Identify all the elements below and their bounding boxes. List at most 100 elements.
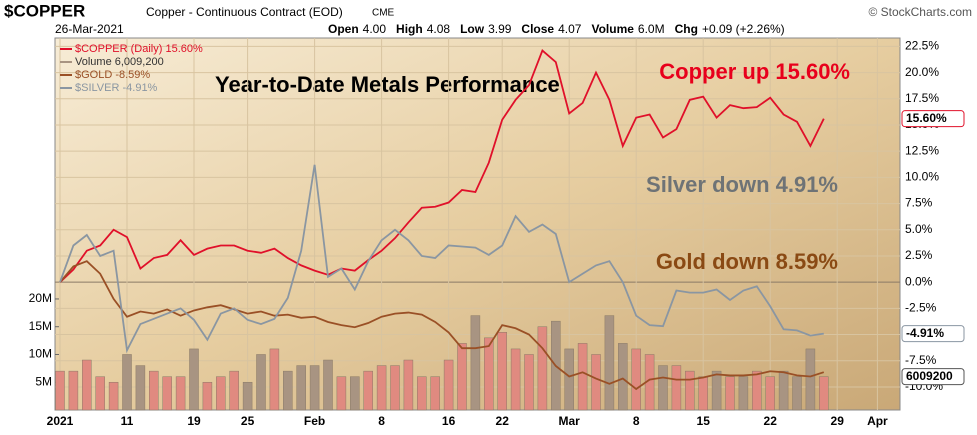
end-label: -4.91%	[906, 326, 944, 340]
volume-bar	[685, 370, 695, 411]
volume-bar	[283, 370, 293, 411]
y-tick-label: 12.5%	[905, 143, 939, 157]
volume-bar	[484, 337, 494, 411]
y2-tick-label: 5M	[35, 374, 52, 388]
volume-bar	[82, 359, 92, 411]
volume-bar	[591, 354, 601, 411]
annotation: Silver down 4.91%	[646, 172, 838, 197]
volume-bar	[202, 381, 213, 411]
y2-tick-label: 10M	[29, 347, 52, 361]
x-tick-label: 25	[241, 414, 255, 428]
y-tick-label: 20.0%	[905, 65, 939, 79]
volume-bar	[738, 376, 749, 411]
x-tick-label: 2021	[47, 414, 74, 428]
x-tick-label: Mar	[559, 414, 581, 428]
volume-bar	[537, 326, 548, 411]
x-tick-label: 22	[496, 414, 510, 428]
volume-bar	[457, 343, 467, 411]
exchange: CME	[372, 8, 395, 19]
x-tick-label: 11	[121, 414, 134, 428]
volume-bar	[711, 370, 722, 411]
legend-label: $COPPER (Daily) 15.60%	[75, 43, 203, 55]
date: 26-Mar-2021	[55, 22, 124, 36]
volume-bar	[765, 376, 775, 411]
stat-label: Close	[521, 22, 554, 36]
stat-value: 3.99	[488, 22, 512, 36]
volume-bar	[510, 348, 521, 411]
volume-bar	[430, 376, 440, 411]
x-tick-label: 19	[187, 414, 201, 428]
volume-bar	[671, 365, 682, 411]
x-tick-label: 16	[442, 414, 456, 428]
volume-bar	[135, 365, 146, 411]
volume-bar	[403, 359, 414, 411]
volume-bar	[229, 370, 239, 411]
volume-bar	[296, 365, 306, 411]
stat-label: Open	[328, 22, 359, 36]
x-tick-label: Feb	[304, 414, 325, 428]
stat-value: +0.09 (+2.26%)	[702, 22, 785, 36]
stat-label: Chg	[675, 22, 698, 36]
annotation: Copper up 15.60%	[659, 59, 850, 84]
stat-value: 4.08	[427, 22, 451, 36]
volume-bar	[122, 354, 132, 411]
stat-label: Volume	[591, 22, 634, 36]
volume-bar	[68, 370, 79, 411]
volume-bar	[350, 376, 360, 411]
series-line	[59, 49, 825, 283]
x-tick-label: 8	[633, 414, 640, 428]
stat-label: Low	[460, 22, 485, 36]
volume-bar	[55, 370, 65, 411]
volume-bar	[778, 370, 789, 411]
x-tick-label: 15	[697, 414, 711, 428]
volume-bar	[497, 332, 507, 411]
legend-label: $GOLD -8.59%	[75, 69, 150, 81]
volume-bar	[269, 348, 280, 411]
y-tick-label: 0.0%	[905, 274, 933, 288]
volume-bar	[618, 343, 628, 411]
volume-bar	[658, 365, 668, 411]
legend-label: Volume 6,009,200	[75, 56, 164, 68]
y-tick-label: 10.0%	[905, 170, 939, 184]
volume-bar	[95, 376, 105, 411]
volume-bar	[216, 376, 226, 411]
y-tick-label: 17.5%	[905, 91, 939, 105]
stat-value: 4.00	[363, 22, 387, 36]
volume-bar	[323, 359, 333, 411]
volume-bar	[309, 365, 320, 411]
stat-value: 4.07	[558, 22, 582, 36]
volume-bar	[631, 348, 641, 411]
volume-bar	[524, 354, 534, 411]
volume-bar	[698, 376, 708, 411]
y-tick-label: 7.5%	[905, 196, 933, 210]
y-tick-label: 22.5%	[905, 39, 939, 53]
y-tick-label: -7.5%	[905, 353, 937, 367]
volume-bar	[376, 365, 387, 411]
volume-bar	[363, 370, 373, 411]
series-line	[59, 164, 824, 354]
volume-bar	[604, 315, 615, 411]
volume-bar	[162, 376, 172, 411]
x-tick-label: 29	[831, 414, 845, 428]
volume-bar	[443, 359, 454, 411]
y-tick-label: 2.5%	[905, 248, 933, 262]
y2-tick-label: 15M	[29, 319, 52, 333]
source: © StockCharts.com	[868, 5, 972, 19]
volume-bar	[256, 354, 266, 411]
end-tag	[901, 368, 965, 386]
y-tick-label: 5.0%	[905, 222, 933, 236]
end-label: 15.60%	[906, 111, 947, 125]
volume-bar	[108, 381, 119, 411]
y2-tick-label: 20M	[29, 291, 52, 305]
x-tick-label: Apr	[867, 414, 888, 428]
volume-bar	[792, 376, 802, 411]
description: Copper - Continuous Contract (EOD)	[146, 5, 343, 19]
volume-bar	[819, 376, 829, 411]
end-label: 6009200	[906, 369, 953, 383]
volume-bar	[149, 370, 159, 411]
volume-bar	[390, 365, 400, 411]
stat-value: 6.0M	[638, 22, 665, 36]
volume-bar	[752, 370, 762, 411]
volume-bar	[175, 376, 186, 411]
